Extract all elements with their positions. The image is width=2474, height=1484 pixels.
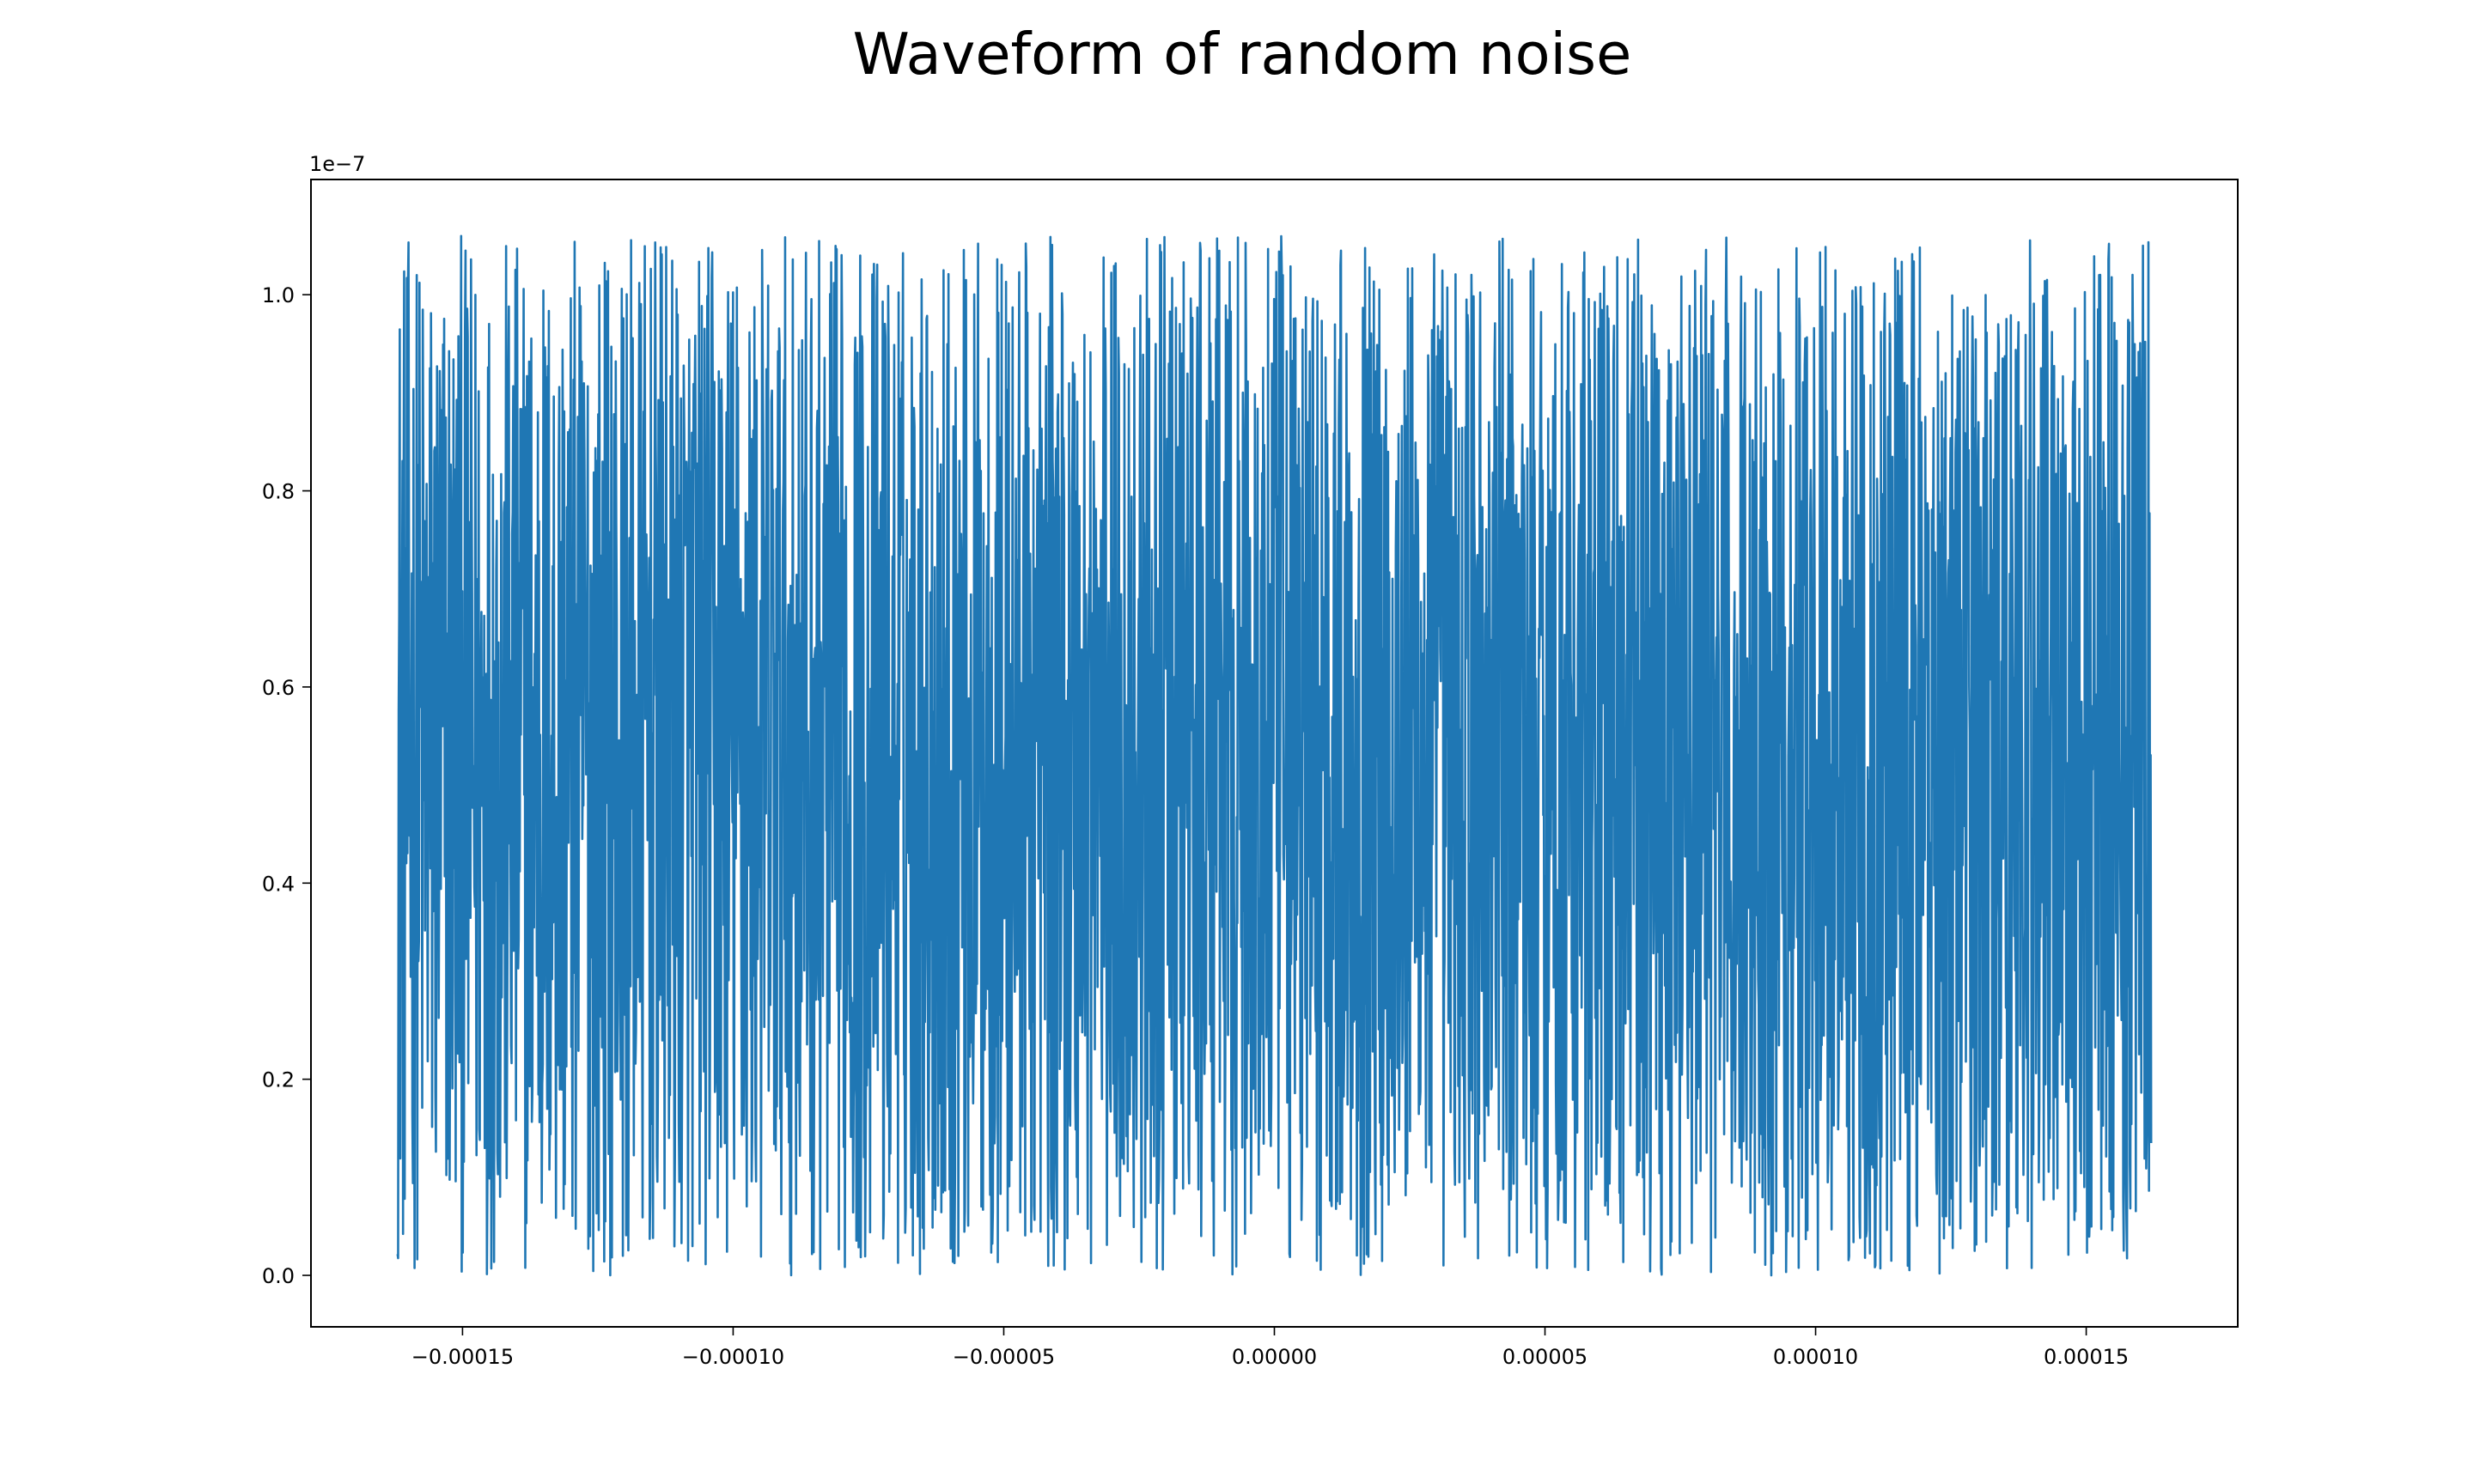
x-tick-label: 0.00000 [1232, 1345, 1317, 1369]
y-tick-label: 0.4 [262, 872, 295, 896]
x-tick-label: −0.00010 [682, 1345, 784, 1369]
y-tick-label: 1.0 [262, 283, 295, 307]
y-tick-label: 0.8 [262, 480, 295, 504]
x-tick-label: 0.00010 [1773, 1345, 1858, 1369]
y-axis: 0.0 0.2 0.4 0.6 0.8 1.0 [262, 283, 311, 1288]
x-axis: −0.00015 −0.00010 −0.00005 0.00000 0.00005 0.… [411, 1327, 2129, 1369]
y-tick-label: 0.2 [262, 1068, 295, 1092]
chart-title: Waveform of random noise [853, 21, 1632, 88]
x-tick-label: 0.00005 [1502, 1345, 1587, 1369]
y-tick-label: 0.6 [262, 676, 295, 700]
x-tick-label: 0.00015 [2044, 1345, 2129, 1369]
x-tick-label: −0.00005 [953, 1345, 1055, 1369]
series-layer [396, 234, 2153, 1277]
y-offset-label: 1e−7 [309, 152, 365, 176]
y-tick-label: 0.0 [262, 1264, 295, 1288]
x-tick-label: −0.00015 [411, 1345, 514, 1369]
series-line [396, 234, 2153, 1277]
